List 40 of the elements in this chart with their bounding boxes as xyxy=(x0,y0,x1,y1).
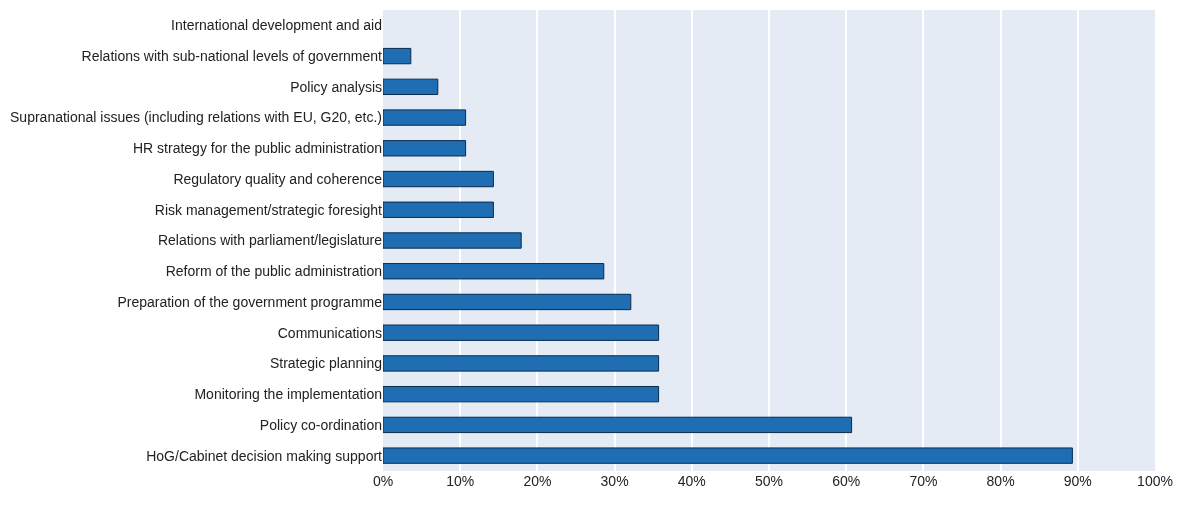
y-tick-label: Communications xyxy=(277,324,382,341)
x-tick-label: 20% xyxy=(523,473,552,489)
bar xyxy=(383,170,494,188)
x-tick-label: 10% xyxy=(446,473,475,489)
y-tick-label: Monitoring the implementation xyxy=(194,386,382,403)
y-tick-label: Policy co-ordination xyxy=(259,416,382,433)
x-tick-label: 50% xyxy=(754,473,784,489)
y-tick-label: Risk management/strategic foresight xyxy=(154,201,383,218)
bar xyxy=(383,355,660,372)
y-tick-label: Relations with sub-national levels of government xyxy=(81,48,383,64)
x-tick-label: 60% xyxy=(832,473,861,489)
bar xyxy=(383,324,660,341)
x-tick-label: 80% xyxy=(986,473,1015,489)
x-tick-label: 0% xyxy=(372,473,394,489)
bar xyxy=(383,232,522,249)
bar xyxy=(383,109,467,126)
x-tick-label: 70% xyxy=(909,473,938,489)
y-tick-label: HR strategy for the public administration xyxy=(133,140,382,157)
x-tick-label: 100% xyxy=(1137,473,1173,489)
y-tick-label: Strategic planning xyxy=(269,355,382,372)
y-tick-label: Regulatory quality and coherence xyxy=(173,170,383,187)
x-tick-label: 30% xyxy=(600,473,629,489)
bar xyxy=(383,78,439,96)
y-tick-label: International development and aid xyxy=(171,17,382,34)
y-tick-label: Supranational issues (including relations with EU, G20, etc.) xyxy=(10,109,382,126)
y-tick-label: Reform of the public administration xyxy=(165,263,382,280)
x-tick-label: 40% xyxy=(677,473,706,489)
y-tick-label: HoG/Cabinet decision making support xyxy=(146,447,383,464)
bar xyxy=(383,447,1073,464)
y-tick-label: Preparation of the government programme xyxy=(117,293,383,310)
bar xyxy=(383,47,412,65)
bar xyxy=(383,263,605,280)
bar xyxy=(383,416,853,434)
bar xyxy=(383,385,660,403)
bar xyxy=(383,201,494,218)
y-tick-label: Relations with parliament/legislature xyxy=(157,232,383,249)
y-tick-label: Policy analysis xyxy=(290,78,382,95)
bar xyxy=(383,293,632,311)
bar xyxy=(383,140,467,157)
x-tick-label: 90% xyxy=(1063,473,1092,489)
